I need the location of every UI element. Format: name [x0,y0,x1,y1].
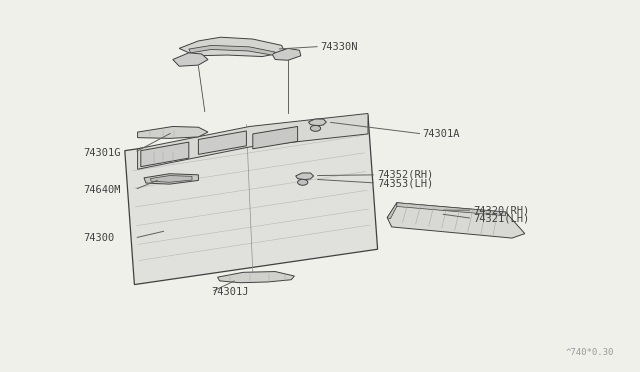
Polygon shape [387,203,397,219]
Polygon shape [138,126,208,138]
Polygon shape [144,174,198,184]
Text: 74320(RH): 74320(RH) [474,205,530,215]
Text: ^740*0.30: ^740*0.30 [566,348,614,357]
Text: 74301A: 74301A [422,129,460,139]
Polygon shape [308,119,326,126]
Text: 74300: 74300 [83,233,115,243]
Circle shape [298,179,308,185]
Text: 74301J: 74301J [211,287,249,297]
Text: 74321(LH): 74321(LH) [474,214,530,223]
Polygon shape [189,45,275,55]
Text: 74330N: 74330N [320,42,358,51]
Polygon shape [218,272,294,283]
Polygon shape [253,126,298,149]
Polygon shape [198,131,246,154]
Circle shape [310,125,321,131]
Polygon shape [173,53,208,66]
Polygon shape [179,37,285,57]
Text: 74301G: 74301G [83,148,121,157]
Polygon shape [150,176,192,182]
Polygon shape [387,203,525,238]
Polygon shape [125,115,378,285]
Polygon shape [138,113,368,169]
Text: 74640M: 74640M [83,185,121,195]
Polygon shape [397,203,506,216]
Polygon shape [272,48,301,60]
Text: 74352(RH): 74352(RH) [378,170,434,180]
Polygon shape [141,142,189,167]
Text: 74353(LH): 74353(LH) [378,178,434,188]
Polygon shape [296,173,314,180]
